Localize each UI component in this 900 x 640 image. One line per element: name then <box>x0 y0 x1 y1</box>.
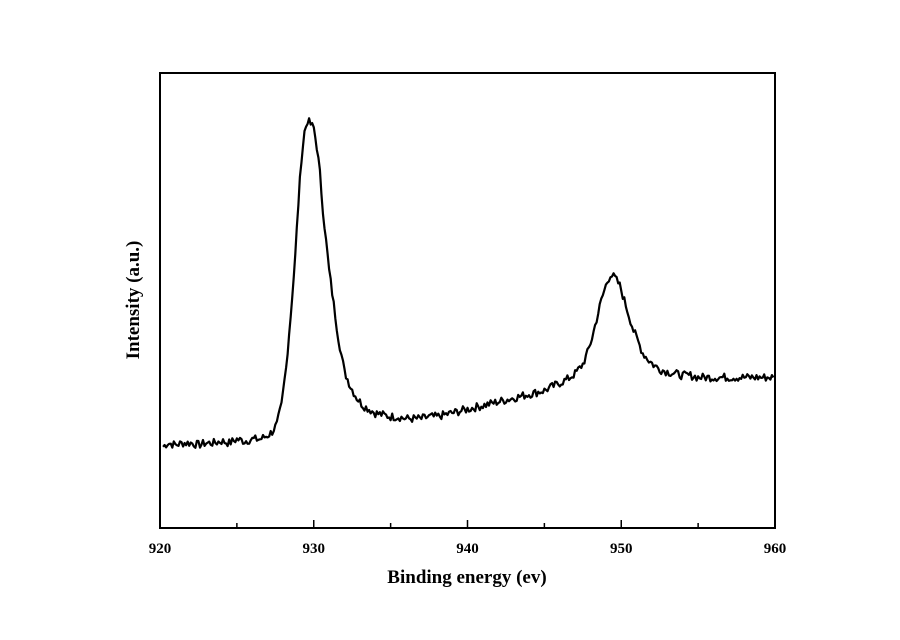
x-axis-title: Binding energy (ev) <box>387 567 546 588</box>
x-axis-ticks <box>159 520 776 528</box>
x-tick-label: 940 <box>456 541 479 557</box>
series-line <box>162 117 775 449</box>
x-tick-label: 920 <box>149 541 172 557</box>
x-axis-tick-labels: 920 930 940 950 960 <box>149 541 787 557</box>
x-tick-label: 930 <box>303 541 326 557</box>
y-axis-title: Intensity (a.u.) <box>123 241 144 360</box>
x-tick-label: 950 <box>610 541 633 557</box>
plot-frame <box>159 72 776 529</box>
x-tick-label: 960 <box>764 541 787 557</box>
